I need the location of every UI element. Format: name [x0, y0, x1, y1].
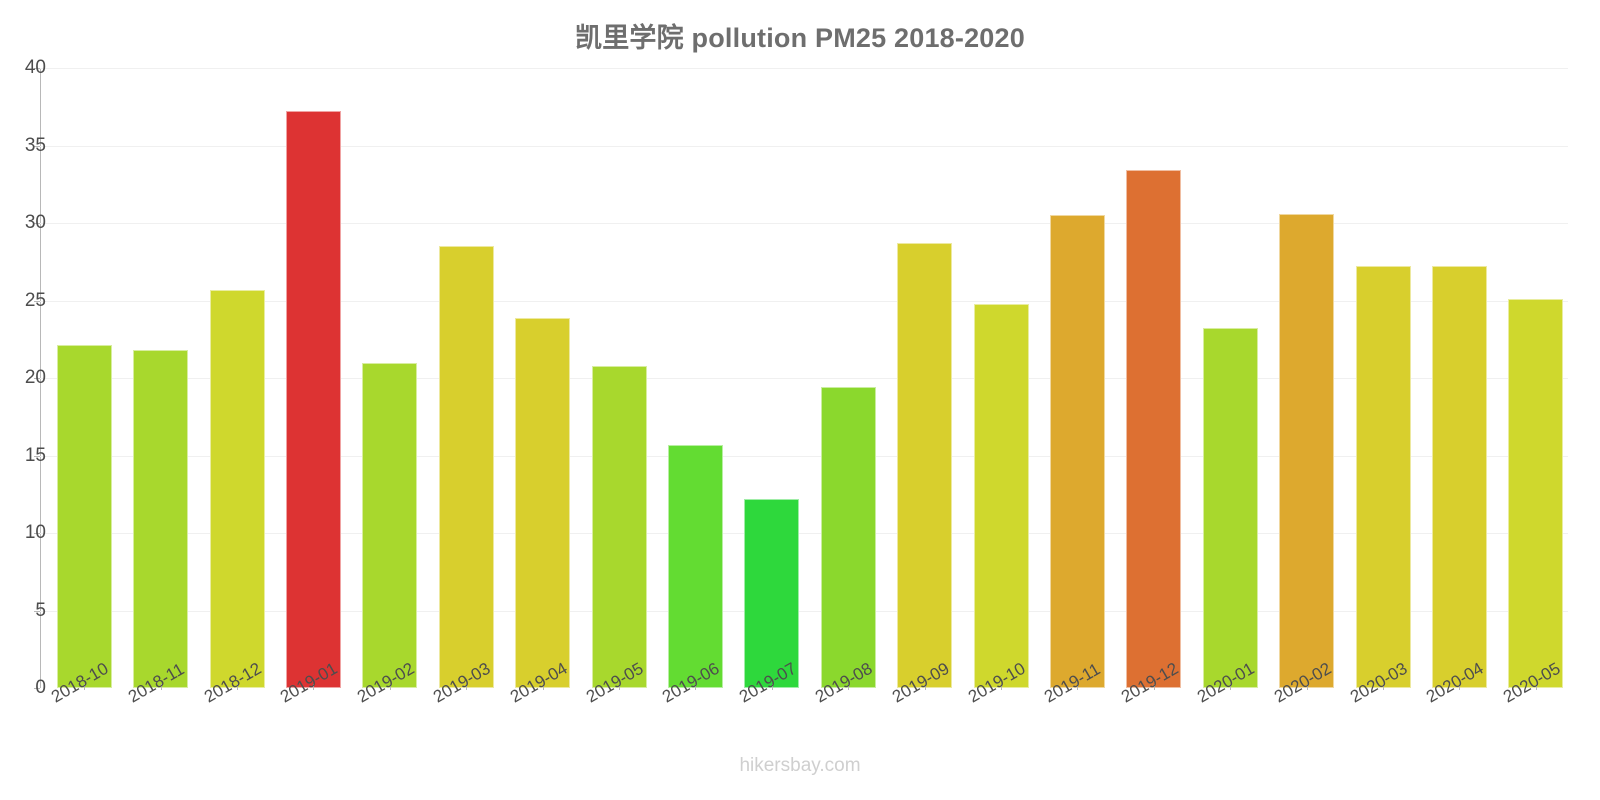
bar-2019-07[interactable]	[744, 498, 800, 688]
x-tick-mark	[542, 684, 544, 690]
x-tick-mark	[695, 684, 697, 690]
bar-2020-04[interactable]	[1431, 266, 1487, 688]
plot-area	[34, 68, 1568, 689]
x-tick-mark	[237, 684, 238, 690]
gridline	[40, 300, 1568, 302]
y-axis-tick-labels: 0 5 10 15 20 25 30 35 40	[0, 57, 1600, 698]
x-tick-mark	[924, 684, 926, 690]
source-watermark: hikersbay.com	[739, 755, 861, 776]
y-tick-mark	[34, 688, 40, 689]
bar-2019-10[interactable]	[973, 303, 1029, 688]
y-tick-mark	[34, 610, 40, 612]
bar-2018-11[interactable]	[133, 350, 189, 688]
y-tick-label: 15	[24, 444, 46, 466]
bar-2020-02[interactable]	[1279, 213, 1335, 688]
y-tick-label: 10	[24, 522, 46, 543]
x-tick-mark	[1077, 684, 1079, 690]
bar-2019-08[interactable]	[820, 387, 876, 688]
y-tick-mark	[34, 455, 40, 457]
y-tick-label: 20	[24, 367, 46, 388]
gridline	[40, 533, 1568, 534]
y-tick-label: 25	[24, 289, 46, 311]
y-tick-label: 35	[24, 134, 46, 156]
bar-2020-01[interactable]	[1202, 328, 1258, 688]
x-tick-mark	[84, 684, 86, 690]
x-tick-mark	[1230, 684, 1232, 690]
bar-2019-05[interactable]	[591, 365, 647, 688]
x-tick-mark	[619, 684, 620, 690]
bar-2019-02[interactable]	[362, 362, 418, 688]
y-tick-mark	[34, 300, 40, 302]
x-tick-mark	[1001, 684, 1002, 690]
x-tick-mark	[771, 684, 773, 690]
y-tick-mark	[34, 145, 40, 147]
gridline	[40, 68, 1568, 69]
x-tick-mark	[1153, 684, 1155, 690]
bar-2018-10[interactable]	[56, 345, 112, 688]
y-tick-mark	[34, 533, 40, 534]
x-tick-mark	[466, 684, 468, 690]
y-tick-label: 30	[24, 212, 46, 233]
x-tick-mark	[1383, 684, 1384, 690]
y-tick-mark	[34, 223, 40, 224]
y-tick-mark	[34, 68, 40, 69]
y-tick-mark	[34, 378, 40, 379]
x-tick-mark	[160, 684, 162, 690]
x-tick-mark	[1306, 684, 1308, 690]
bar-2019-06[interactable]	[667, 444, 723, 688]
x-axis-tick-labels: 2018-10 2018-11 2018-12 2019-01 2019-02 2019-…	[40, 659, 1568, 760]
bar-2019-09[interactable]	[897, 243, 953, 688]
gridline	[40, 145, 1568, 147]
bar-2018-12[interactable]	[209, 289, 265, 688]
bar-2019-11[interactable]	[1049, 215, 1105, 688]
gridline	[40, 455, 1568, 457]
x-tick-mark	[1459, 684, 1461, 690]
x-tick-mark	[389, 684, 391, 690]
bar-2019-04[interactable]	[515, 317, 571, 688]
y-tick-label: 0	[35, 677, 46, 698]
x-tick-mark	[848, 684, 850, 690]
y-tick-label: 5	[35, 599, 46, 621]
y-tick-label: 40	[24, 57, 46, 78]
bar-2019-03[interactable]	[438, 246, 494, 688]
x-tick-mark	[313, 684, 315, 690]
gridline	[40, 610, 1568, 612]
x-tick-mark	[1535, 684, 1537, 690]
bar-2019-12[interactable]	[1126, 170, 1182, 688]
chart-title: 凯里学院 pollution PM25 2018-2020	[575, 23, 1025, 53]
gridline	[40, 223, 1568, 224]
bar-2020-05[interactable]	[1508, 298, 1564, 688]
gridline	[40, 378, 1568, 379]
